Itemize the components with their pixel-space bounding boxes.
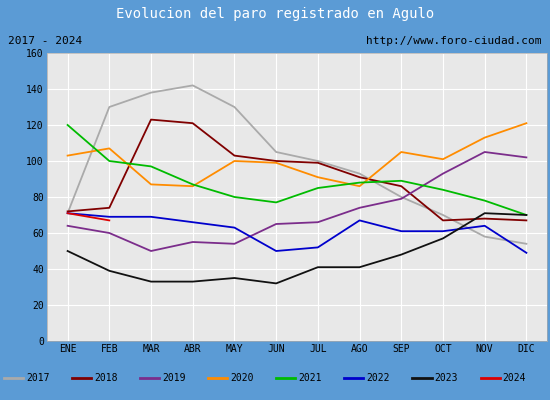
Text: http://www.foro-ciudad.com: http://www.foro-ciudad.com (366, 36, 542, 46)
Text: 2023: 2023 (434, 373, 458, 383)
Text: 2019: 2019 (162, 373, 185, 383)
Text: 2022: 2022 (366, 373, 390, 383)
Text: 2020: 2020 (230, 373, 254, 383)
Text: 2017: 2017 (26, 373, 50, 383)
Text: 2018: 2018 (94, 373, 118, 383)
Text: 2021: 2021 (298, 373, 322, 383)
Text: 2017 - 2024: 2017 - 2024 (8, 36, 82, 46)
Text: Evolucion del paro registrado en Agulo: Evolucion del paro registrado en Agulo (116, 7, 434, 21)
Text: 2024: 2024 (502, 373, 526, 383)
